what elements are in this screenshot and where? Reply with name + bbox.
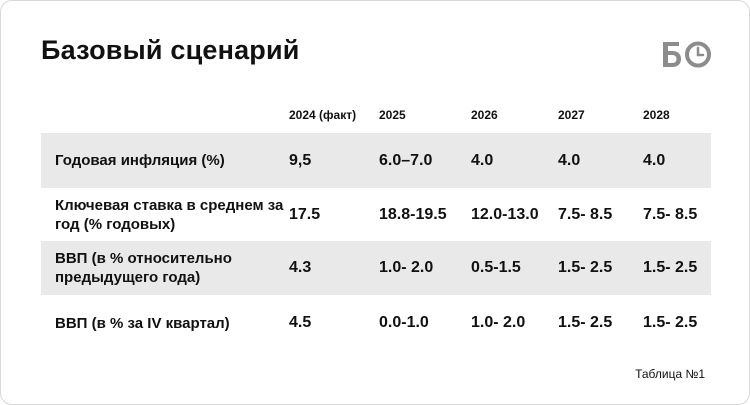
table-caption: Таблица №1	[635, 367, 705, 381]
table-cell: 17.5	[289, 188, 379, 241]
table-cell: 7.5- 8.5	[643, 188, 711, 241]
table-cell: 1.0- 2.0	[471, 295, 558, 351]
header-cell: 2025	[379, 108, 406, 122]
header-cell: 2024 (факт)	[289, 108, 357, 122]
page-title: Базовый сценарий	[41, 35, 300, 65]
header-cell: 2027	[558, 108, 585, 122]
table-cell: 4.0	[471, 133, 558, 188]
table-cell: 1.5- 2.5	[558, 295, 643, 351]
forecast-table: 2024 (факт) 2025 2026 2027 2028 Годовая …	[41, 97, 711, 351]
table-cell: 4.0	[643, 133, 711, 188]
bo-logo-icon	[663, 41, 711, 68]
table-cell: 0.0-1.0	[379, 295, 471, 351]
table-cell: 6.0–7.0	[379, 133, 471, 188]
table-cell: 9,5	[289, 133, 379, 188]
table-cell: 18.8-19.5	[379, 188, 471, 241]
header-cell: 2028	[643, 108, 670, 122]
table-cell: 7.5- 8.5	[558, 188, 643, 241]
table-cell: 1.0- 2.0	[379, 241, 471, 295]
row-label: ВВП (в % относительно предыдущего года)	[41, 241, 289, 295]
table-cell: 1.5- 2.5	[643, 295, 711, 351]
table-row: ВВП (в % за IV квартал) 4.5 0.0-1.0 1.0-…	[41, 295, 711, 351]
row-label: Ключевая ставка в среднем за год (% годо…	[41, 188, 289, 241]
table-row: ВВП (в % относительно предыдущего года) …	[41, 241, 711, 295]
table-cell: 12.0-13.0	[471, 188, 558, 241]
table-header-row: 2024 (факт) 2025 2026 2027 2028	[41, 97, 711, 133]
table-cell: 4.0	[558, 133, 643, 188]
row-label: Годовая инфляция (%)	[41, 133, 289, 188]
table-cell: 0.5-1.5	[471, 241, 558, 295]
table-cell: 4.3	[289, 241, 379, 295]
table-row: Ключевая ставка в среднем за год (% годо…	[41, 188, 711, 241]
header-cell	[41, 97, 289, 133]
table-cell: 4.5	[289, 295, 379, 351]
table-cell: 1.5- 2.5	[558, 241, 643, 295]
table-cell: 1.5- 2.5	[643, 241, 711, 295]
table-row: Годовая инфляция (%) 9,5 6.0–7.0 4.0 4.0…	[41, 133, 711, 188]
header-cell: 2026	[471, 108, 498, 122]
row-label: ВВП (в % за IV квартал)	[41, 295, 289, 351]
